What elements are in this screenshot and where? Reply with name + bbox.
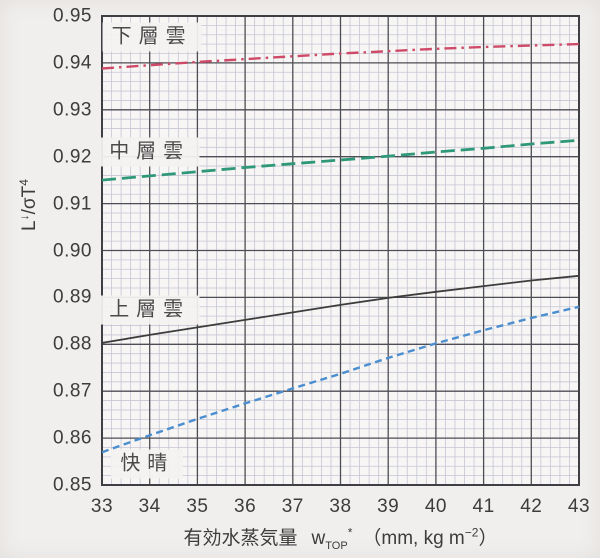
y-tick-label: 0.94: [53, 52, 92, 74]
x-tick-label: 39: [377, 496, 400, 517]
y-tick-label: 0.88: [53, 333, 92, 355]
x-title-symbol: wTOP*: [311, 525, 353, 552]
x-title-units-exponent: −2: [464, 525, 479, 540]
y-tick-label: 0.85: [53, 474, 92, 496]
y-tick-label: 0.91: [53, 193, 92, 215]
x-tick-label: 36: [234, 496, 257, 517]
plot-border: [101, 15, 580, 486]
x-tick-label: 38: [329, 496, 352, 517]
y-tick-label: 0.95: [53, 5, 92, 27]
y-tick-label: 0.93: [53, 99, 92, 121]
y-tick-label: 0.92: [53, 146, 92, 168]
y-tick-label: 0.86: [53, 427, 92, 449]
x-tick-label: 33: [90, 496, 114, 517]
x-title-subscript: TOP: [325, 539, 348, 552]
x-tick-label: 34: [138, 496, 161, 517]
x-tick-label: 41: [472, 496, 495, 517]
y-tick-label: 0.89: [53, 286, 92, 308]
x-tick-label: 43: [567, 496, 591, 517]
series-label-中層雲: 中層雲: [100, 137, 200, 167]
series-label-下層雲: 下層雲: [102, 22, 202, 52]
series-line-快晴: [101, 305, 580, 454]
y-axis-title: L↓/σT4: [17, 179, 41, 231]
series-line-下層雲: [101, 42, 580, 70]
x-tick-label: 42: [520, 496, 543, 517]
y-title-exponent: 4: [16, 179, 31, 186]
x-tick-label: 37: [281, 496, 304, 517]
x-tick-label: 40: [424, 496, 447, 517]
y-tick-label: 0.87: [53, 380, 92, 402]
x-title-units: （mm, kg m−2）: [362, 525, 498, 549]
y-title-base1: L: [19, 220, 41, 231]
series-line-上層雲: [101, 274, 580, 344]
x-title-asterisk: *: [347, 525, 353, 540]
x-title-prefix: 有効水蒸気量: [183, 528, 298, 549]
x-tick-label: 35: [186, 496, 209, 517]
y-title-base2: /σT: [19, 185, 41, 215]
series-label-上層雲: 上層雲: [100, 295, 200, 325]
y-tick-label: 0.90: [53, 240, 92, 261]
series-label-快晴: 快晴: [111, 449, 184, 479]
y-title-arrow: ↓: [16, 214, 31, 221]
x-axis-title: 有効水蒸気量 wTOP* （mm, kg m−2）: [102, 523, 579, 552]
